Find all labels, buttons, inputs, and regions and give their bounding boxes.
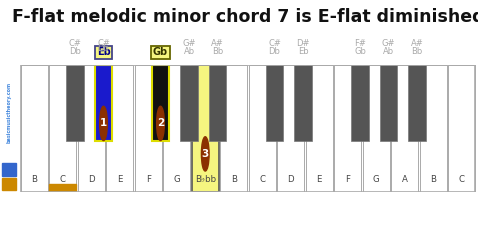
Bar [380,65,397,141]
Text: Gb: Gb [153,47,168,57]
Text: 1: 1 [100,118,107,128]
Bar [192,65,219,192]
Text: Ab: Ab [383,47,394,56]
Text: D: D [287,175,294,184]
Bar [277,65,304,192]
Text: C#: C# [268,39,281,48]
Text: Gb: Gb [354,47,366,56]
Bar [408,65,426,141]
Bar [334,65,361,192]
Text: D: D [88,175,95,184]
Bar [106,65,133,192]
Text: C: C [60,175,66,184]
Bar [2,178,16,190]
Text: 3: 3 [202,149,209,159]
Bar [66,65,84,141]
Text: Eb: Eb [97,47,110,57]
Text: C#: C# [68,39,81,48]
Bar [294,65,312,141]
Bar [448,65,475,192]
Bar [209,65,227,141]
Text: C: C [459,175,465,184]
Bar [306,65,333,192]
Text: A#: A# [411,39,424,48]
Text: Ab: Ab [184,47,195,56]
Text: Db: Db [97,44,109,53]
Bar [249,65,276,192]
Bar [351,65,369,141]
Text: G: G [174,175,180,184]
Text: F#: F# [354,39,366,48]
Bar [152,65,169,141]
Text: Eb: Eb [298,47,308,56]
Bar [391,65,418,192]
Text: Bb: Bb [412,47,423,56]
Text: Bb: Bb [212,47,223,56]
Text: E: E [316,175,322,184]
Bar [363,65,390,192]
Text: Db: Db [69,47,81,56]
Text: B: B [31,175,37,184]
Bar [49,65,76,192]
Bar [420,65,447,192]
Text: 2: 2 [157,118,164,128]
Text: G#: G# [182,39,196,48]
Text: Db: Db [269,47,281,56]
Text: A: A [402,175,408,184]
Text: C: C [259,175,265,184]
Bar [266,65,283,141]
Text: B: B [430,175,436,184]
Bar [78,65,105,192]
Text: F: F [345,175,350,184]
Text: F-flat melodic minor chord 7 is E-flat diminished: F-flat melodic minor chord 7 is E-flat d… [12,8,478,26]
Circle shape [99,106,108,141]
Text: basicmusictheory.com: basicmusictheory.com [7,82,11,143]
Text: C#: C# [97,39,110,48]
Bar [163,65,190,192]
Bar [220,65,247,192]
Text: G#: G# [382,39,395,48]
Circle shape [157,106,164,141]
Text: F: F [146,175,151,184]
Text: D#: D# [296,39,310,48]
Text: A#: A# [211,39,224,48]
Bar [2,163,16,176]
Circle shape [201,137,209,171]
Text: B: B [231,175,237,184]
Text: B♭bb: B♭bb [195,175,216,184]
Bar [21,65,48,192]
Bar [49,184,76,192]
Text: G: G [373,175,380,184]
Bar [135,65,162,192]
Bar [180,65,198,141]
Text: E: E [117,175,122,184]
Bar [95,65,112,141]
